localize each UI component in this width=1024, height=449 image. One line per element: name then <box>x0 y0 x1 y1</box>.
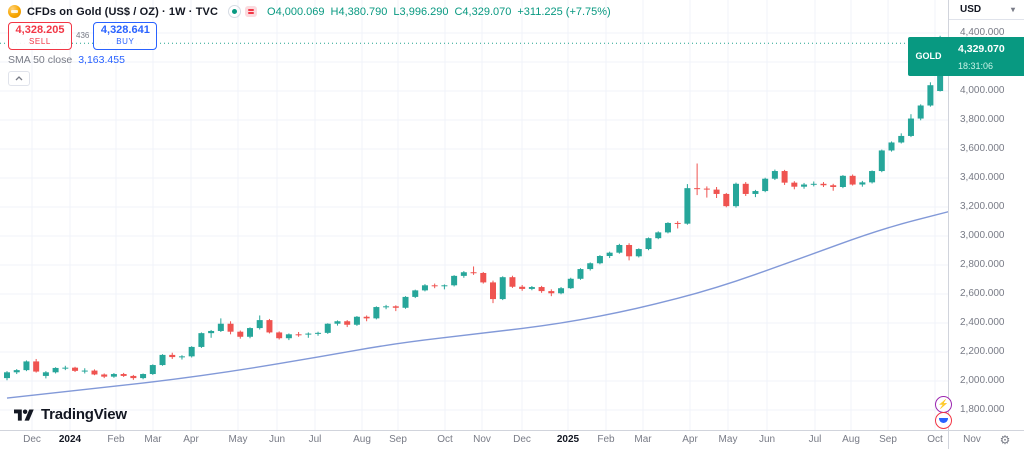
price-axis-label: 3,800.000 <box>960 114 1005 125</box>
price-axis-label: 2,800.000 <box>960 259 1005 270</box>
price-axis-label: 4,000.000 <box>960 85 1005 96</box>
tradingview-logo-icon <box>14 409 34 421</box>
floating-widgets: ⚡ <box>935 396 952 429</box>
sell-button[interactable]: 4,328.205 SELL <box>8 22 72 50</box>
currency-selector[interactable]: USD ▾ <box>949 0 1024 20</box>
gold-symbol-icon <box>8 5 21 18</box>
price-axis-label: 3,400.000 <box>960 172 1005 183</box>
price-axis-label: 2,400.000 <box>960 317 1005 328</box>
time-axis-month-label: Mar <box>144 434 162 445</box>
candles-series <box>4 35 944 381</box>
time-axis-month-label: Dec <box>23 434 41 445</box>
buy-label: BUY <box>116 36 135 46</box>
price-axis[interactable]: USD ▾ GOLD 4,329.070 18:31:06 4,400.000 4… <box>908 0 1024 430</box>
price-axis-label: 3,000.000 <box>960 230 1005 241</box>
time-axis-month-label: Dec <box>513 434 531 445</box>
time-axis-month-label: Mar <box>634 434 652 445</box>
technicals-lightning-icon[interactable]: ⚡ <box>935 396 952 413</box>
ohlc-c-value: C4,329.070 <box>454 5 512 18</box>
collapse-legend-button[interactable] <box>8 70 30 86</box>
sell-price: 4,328.205 <box>15 24 65 36</box>
axis-corner-divider <box>948 431 949 449</box>
time-axis-month-label: May <box>718 434 738 445</box>
change-value: +311.225 (+7.75%) <box>517 5 611 18</box>
time-axis-month-label: Nov <box>963 434 981 445</box>
time-axis-month-label: Feb <box>597 434 615 445</box>
symbol-status-icons <box>228 5 258 18</box>
sma-50-line <box>6 211 948 399</box>
symbol-title[interactable]: CFDs on Gold (US$ / OZ) · 1W · TVC <box>27 5 219 18</box>
time-axis-month-label: Apr <box>183 434 199 445</box>
ohlc-h-value: H4,380.790 <box>330 5 388 18</box>
chart-grid <box>0 0 948 430</box>
currency-label: USD <box>960 4 982 15</box>
market-open-status-icon <box>228 5 242 18</box>
price-axis-label: 2,600.000 <box>960 288 1005 299</box>
ohlc-o-value: O4,000.069 <box>267 5 325 18</box>
time-axis-month-label: Aug <box>353 434 371 445</box>
chart-settings-gear-icon[interactable]: ⚙ <box>996 432 1014 447</box>
tradingview-logo[interactable]: TradingView <box>14 406 127 423</box>
price-axis-label: 2,000.000 <box>960 375 1005 386</box>
sma-legend-value: 3,163.455 <box>78 54 125 67</box>
buy-button[interactable]: 4,328.641 BUY <box>93 22 158 50</box>
price-axis-label: 2,200.000 <box>960 346 1005 357</box>
price-axis-label: 1,800.000 <box>960 404 1005 415</box>
sma-legend-name: SMA 50 close <box>8 54 73 67</box>
chart-legend: CFDs on Gold (US$ / OZ) · 1W · TVC O4,00… <box>8 4 611 86</box>
time-axis-month-label: Jul <box>808 434 822 445</box>
trade-buttons-row: 4,328.205 SELL 436 4,328.641 BUY <box>8 22 611 50</box>
price-axis-label: 3,200.000 <box>960 201 1005 212</box>
chevron-down-icon: ▾ <box>1010 5 1015 14</box>
chevron-up-icon <box>15 76 23 81</box>
time-axis-month-label: Sep <box>389 434 407 445</box>
current-price-value: 4,329.070 <box>958 42 1005 55</box>
time-axis-month-label: Oct <box>437 434 453 445</box>
time-axis-month-label: Jun <box>758 434 776 445</box>
sma-legend[interactable]: SMA 50 close 3,163.455 <box>8 54 611 67</box>
tradingview-logo-text: TradingView <box>41 406 127 423</box>
time-axis-month-label: Feb <box>107 434 125 445</box>
time-axis-month-label: Aug <box>842 434 860 445</box>
time-axis-month-label: Oct <box>927 434 943 445</box>
symbol-row[interactable]: CFDs on Gold (US$ / OZ) · 1W · TVC O4,00… <box>8 4 611 19</box>
current-price-badge: GOLD 4,329.070 18:31:06 <box>908 36 1024 76</box>
price-axis-label: 4,400.000 <box>960 27 1005 38</box>
spread-value: 436 <box>76 31 90 41</box>
time-axis[interactable]: ⚙ Dec 2024 Feb Mar Apr May Jun Jul Aug Sep Oct Nov D… <box>0 430 1024 449</box>
data-feed-icon <box>245 6 258 17</box>
candlestick-chart-canvas[interactable] <box>0 0 948 430</box>
time-axis-month-label: Jul <box>308 434 322 445</box>
current-price-symbol: GOLD <box>908 36 949 76</box>
buy-price: 4,328.641 <box>100 24 150 36</box>
ohlc-l-value: L3,996.290 <box>393 5 449 18</box>
time-axis-month-label: Apr <box>682 434 698 445</box>
bar-countdown-timer: 18:31:06 <box>958 61 994 72</box>
sell-label: SELL <box>29 36 51 46</box>
time-axis-month-label: Nov <box>473 434 491 445</box>
time-axis-month-label: May <box>228 434 248 445</box>
emotions-reaction-icon[interactable] <box>935 412 952 429</box>
time-axis-month-label: Jun <box>268 434 286 445</box>
price-axis-label: 3,600.000 <box>960 143 1005 154</box>
ohlc-values: O4,000.069 H4,380.790 L3,996.290 C4,329.070 <box>267 6 511 18</box>
time-axis-year-label: 2024 <box>58 434 82 445</box>
time-axis-month-label: Sep <box>879 434 897 445</box>
time-axis-year-label: 2025 <box>556 434 580 445</box>
